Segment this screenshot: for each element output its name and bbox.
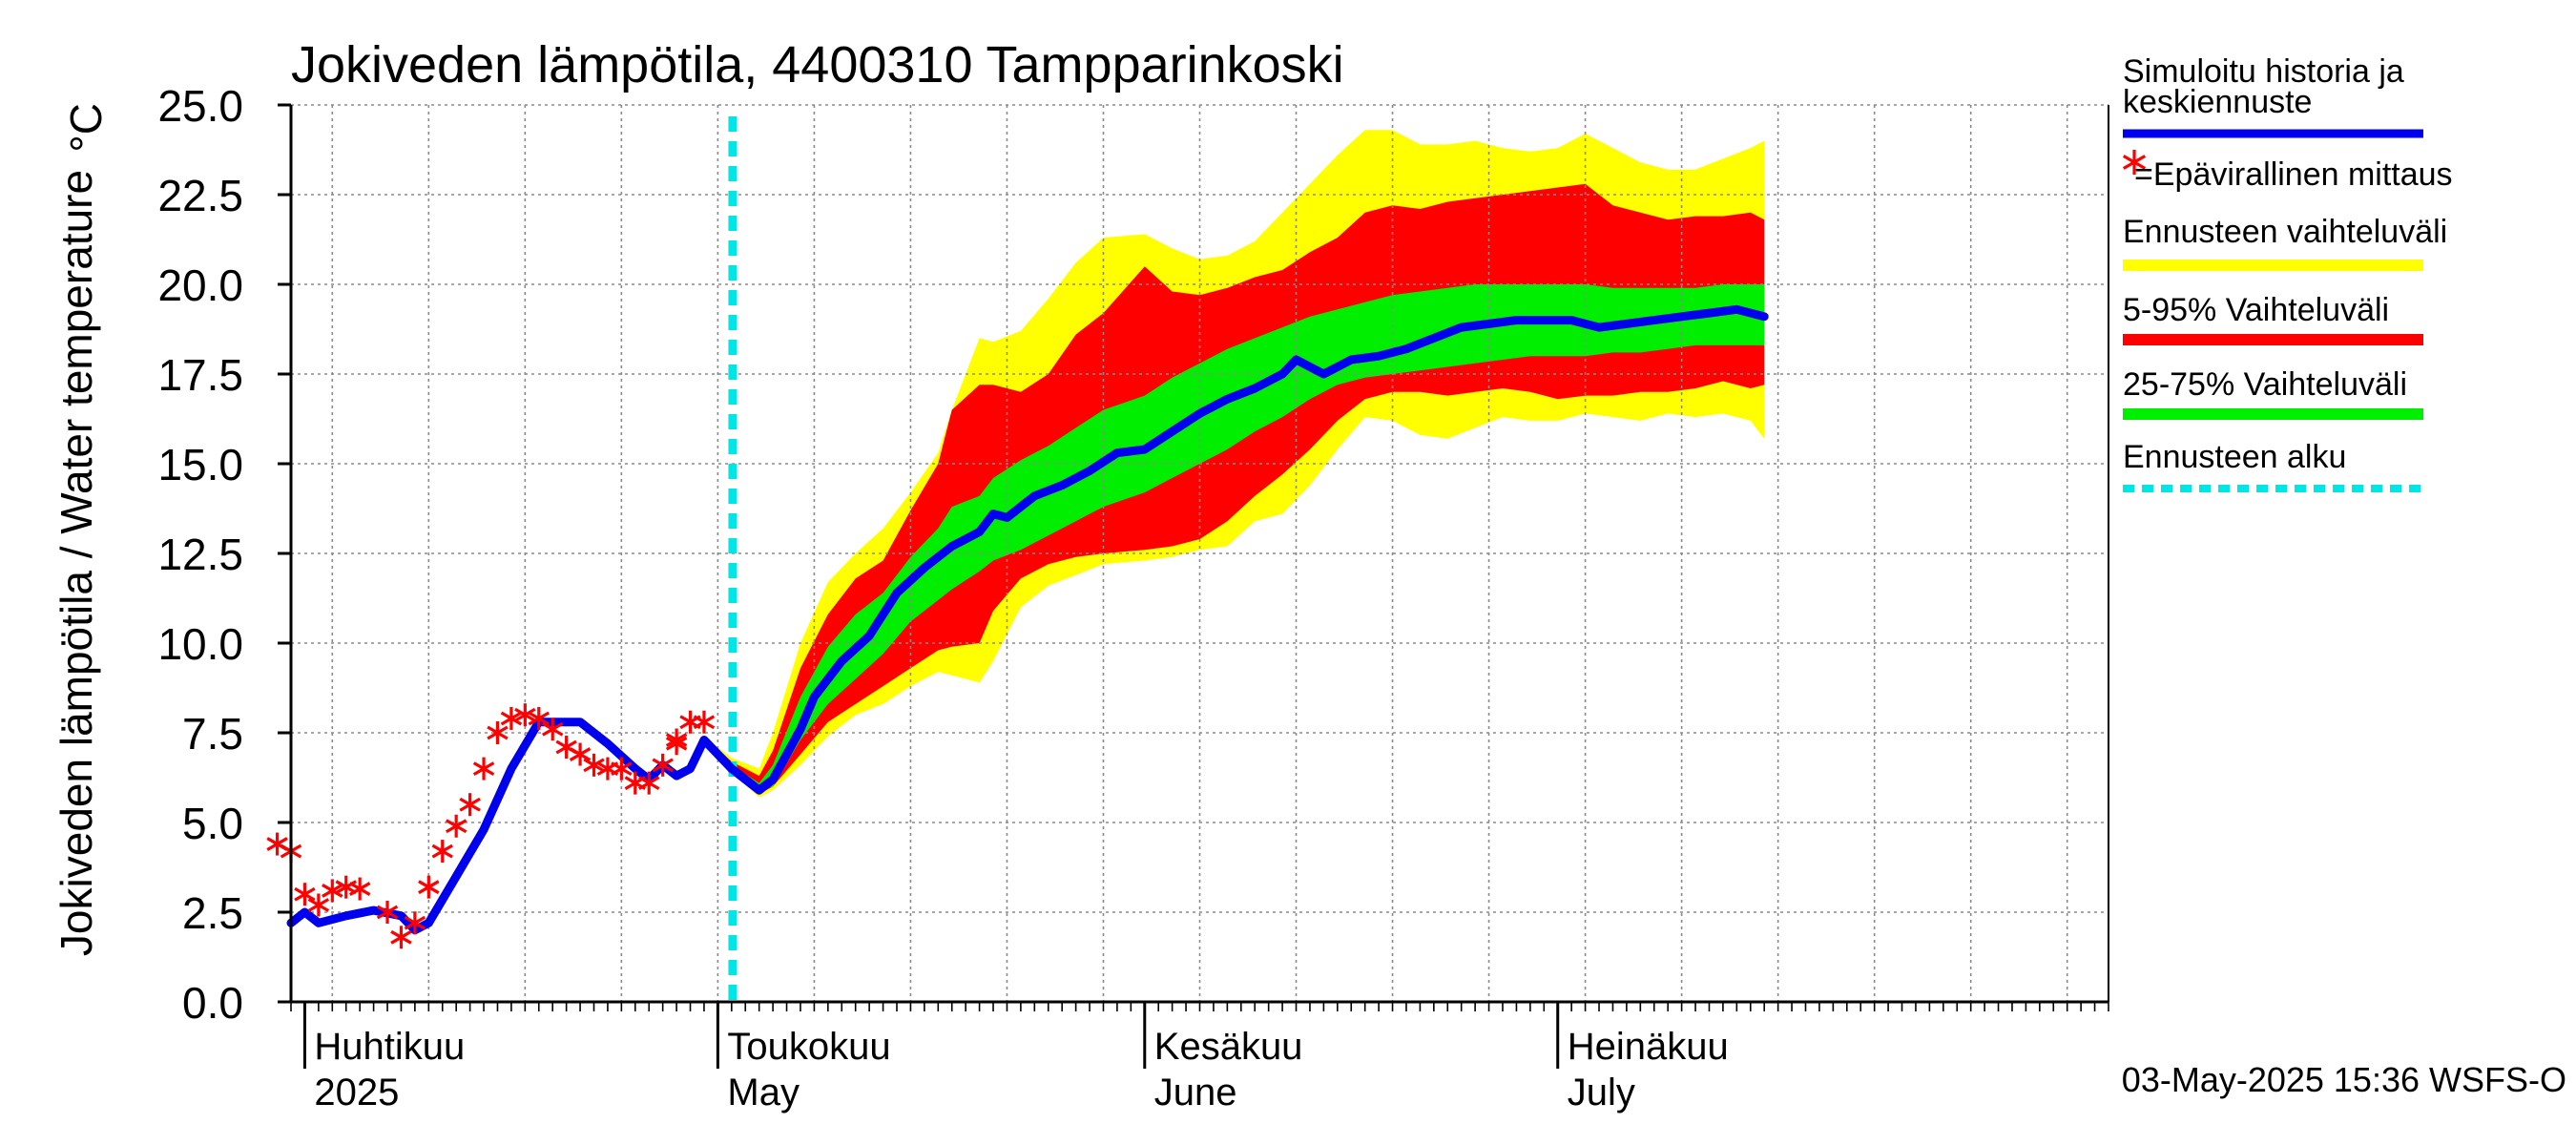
asterisk-stroke [542,721,564,737]
y-tick-label: 15.0 [157,440,243,489]
observation-marker [472,757,495,781]
footer-timestamp: 03-May-2025 15:36 WSFS-O [2122,1060,2566,1099]
asterisk-stroke [376,905,399,920]
asterisk-stroke [2122,155,2147,170]
asterisk-stroke [487,725,509,740]
observation-marker [569,742,592,766]
legend-swatch-range-25-75 [2123,408,2423,420]
observation-marker [404,911,426,935]
observation-marker [665,732,688,756]
asterisk-stroke [390,929,412,945]
x-month-label-en: 2025 [314,1072,399,1114]
y-tick-label: 25.0 [157,81,243,131]
observation-marker [445,814,467,838]
band-2 [704,284,1765,791]
asterisk-stroke [665,736,688,751]
y-tick-label: 22.5 [157,171,243,220]
y-tick-label: 17.5 [157,350,243,400]
grid [291,104,2109,1003]
y-tick-label: 12.5 [157,530,243,579]
asterisk-stroke [611,761,633,776]
asterisk-stroke [693,715,716,730]
x-month-label-fi: Huhtikuu [314,1026,465,1068]
y-tick-label: 7.5 [182,709,243,759]
x-month-label-fi: Toukokuu [727,1026,890,1068]
asterisk-stroke [514,707,536,722]
asterisk-stroke [500,711,523,726]
asterisk-stroke [652,758,674,773]
y-tick-label: 10.0 [157,619,243,669]
asterisk-stroke [459,797,481,812]
y-tick-label: 20.0 [157,260,243,310]
observation-marker [390,926,412,949]
series-simulated-line [286,304,1769,935]
observation-marker [500,706,523,730]
observation-marker [638,771,660,795]
observation-marker [294,883,316,906]
asterisk-stroke [418,880,440,895]
x-month-label-en: June [1154,1072,1237,1114]
asterisk-stroke [307,898,330,912]
legend-label-range-full: Ennusteen vaihteluväli [2123,214,2447,250]
observation-marker [348,877,371,901]
x-month-label-en: July [1568,1072,1635,1114]
observation-marker [376,901,399,924]
asterisk-stroke [322,884,343,898]
legend-label-observation: =Epävirallinen mittaus [2134,156,2453,193]
unit-label: °C [61,103,111,153]
observation-marker [459,793,481,817]
asterisk-stroke [528,711,550,726]
asterisk-stroke [445,819,467,834]
observation-marker [528,706,550,730]
y-tick-label: 2.5 [182,888,243,938]
asterisk-stroke [294,886,316,902]
legend-label-range-25-75: 25-75% Vaihteluväli [2123,366,2407,403]
legend-swatch-range-5-95 [2123,334,2423,345]
observation-marker [542,718,564,741]
legend-label-simulated-line1: Simuloitu historia ja [2123,53,2404,90]
chart-title: Jokiveden lämpötila, 4400310 Tampparinko… [291,36,1344,94]
legend-label-forecast-start: Ennusteen alku [2123,439,2346,475]
x-month-label-fi: Kesäkuu [1154,1026,1303,1068]
asterisk-stroke [404,915,426,930]
asterisk-stroke [638,776,660,791]
legend-swatch-range-full [2123,260,2423,271]
x-month-label-en: May [727,1072,800,1114]
asterisk-stroke [583,758,605,773]
legend-label-simulated-line2: keskiennuste [2123,84,2312,120]
y-axis-label: Jokiveden lämpötila / Water temperature [52,170,101,956]
y-tick-label: 0.0 [182,978,243,1028]
observation-marker [693,710,716,734]
asterisk-stroke [431,843,453,859]
observation-marker [514,703,536,727]
observation-marker [431,840,453,864]
observation-marker [418,875,440,899]
legend-swatch-observation [2122,150,2147,175]
observation-marker [583,753,605,777]
observation-marker [487,721,509,744]
asterisk-stroke [569,747,592,761]
observation-marker [307,893,330,917]
plot-area: 0.0 2.5 5.0 7.5 10.0 12.5 15.0 17.5 20.0 22.5 25.0… [157,81,2109,1114]
observation-marker [322,879,343,903]
observation-marker [611,757,633,781]
y-tick-label: 5.0 [182,799,243,848]
observation-marker [652,753,674,777]
asterisk-stroke [348,882,371,896]
asterisk-stroke [335,880,357,895]
asterisk-stroke [472,761,495,776]
x-month-label-fi: Heinäkuu [1568,1026,1729,1068]
legend-label-range-5-95: 5-95% Vaihteluväli [2123,292,2389,328]
